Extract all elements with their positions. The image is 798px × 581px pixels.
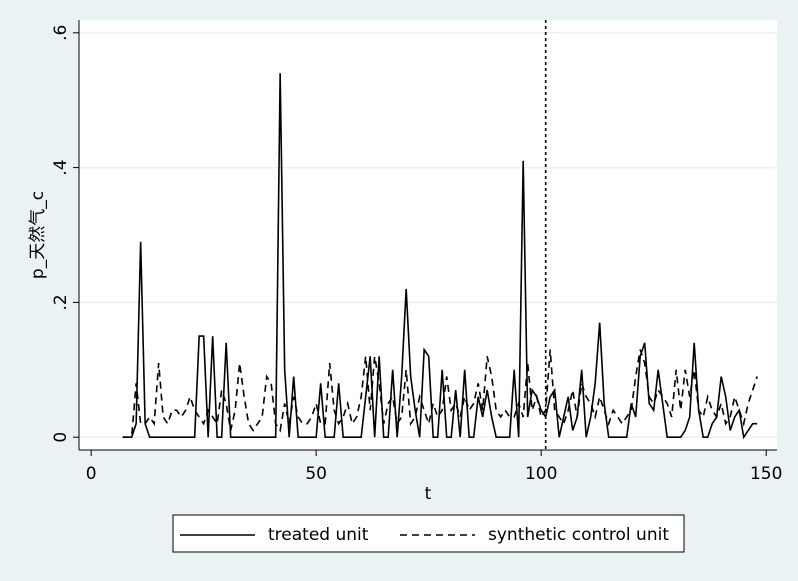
series-line [122, 73, 758, 440]
y-tick-label: .4 [51, 159, 71, 175]
x-tick-label: 50 [305, 464, 327, 484]
x-tick-label: 0 [86, 464, 97, 484]
y-tick-label: 0 [51, 432, 71, 443]
plot-area [79, 20, 777, 450]
legend-box [172, 514, 685, 553]
legend-label: treated unit [268, 525, 369, 545]
x-tick-label: 100 [525, 464, 557, 484]
series-line [122, 349, 758, 438]
y-tick-label: .6 [51, 25, 71, 41]
y-tick-label: .2 [51, 294, 71, 310]
x-tick-label: 150 [750, 464, 782, 484]
x-axis-label: t [425, 484, 432, 504]
legend-label: synthetic control unit [488, 525, 669, 545]
y-axis-label: p_天然气_c [28, 191, 48, 279]
